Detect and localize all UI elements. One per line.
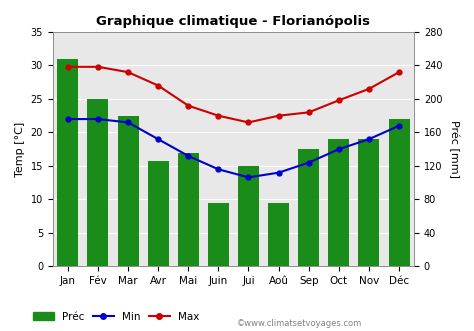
Text: ©www.climatsetvoyages.com: ©www.climatsetvoyages.com [237, 319, 362, 328]
Bar [298, 149, 319, 266]
Legend: Préc, Min, Max: Préc, Min, Max [29, 307, 204, 326]
Bar [328, 139, 349, 266]
Bar [118, 116, 138, 266]
Bar [208, 203, 229, 266]
Bar [87, 99, 109, 266]
Bar [358, 139, 380, 266]
Y-axis label: Temp [°C]: Temp [°C] [15, 121, 25, 177]
Bar [57, 59, 78, 266]
Title: Graphique climatique - Florianópolis: Graphique climatique - Florianópolis [96, 15, 371, 28]
Bar [147, 161, 169, 266]
Y-axis label: Préc [mm]: Préc [mm] [448, 120, 459, 178]
Bar [178, 153, 199, 266]
Bar [268, 203, 289, 266]
Bar [238, 166, 259, 266]
Bar [389, 119, 410, 266]
